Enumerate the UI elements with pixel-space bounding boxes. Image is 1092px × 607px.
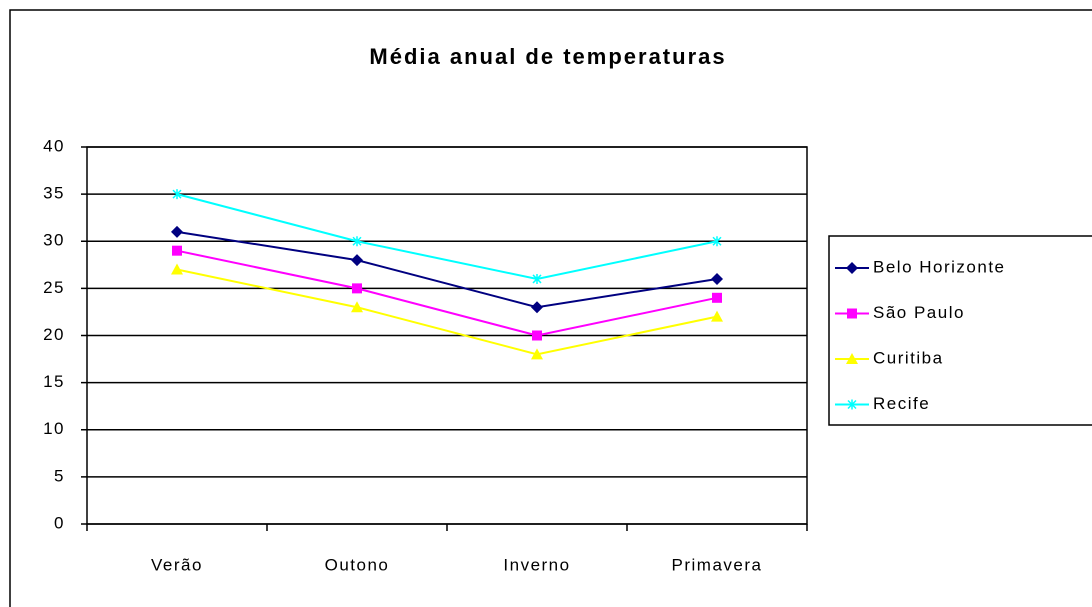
x-tick-label: Primavera [672, 555, 763, 574]
y-tick-label: 15 [43, 372, 65, 391]
legend-label: Belo Horizonte [873, 257, 1006, 276]
marker [531, 348, 543, 360]
marker [712, 236, 722, 247]
marker [846, 353, 858, 364]
y-tick-label: 25 [43, 278, 65, 297]
marker [847, 308, 857, 319]
marker [171, 263, 183, 275]
y-tick-label: 40 [43, 136, 65, 155]
marker [172, 245, 182, 256]
marker [711, 272, 723, 285]
marker [351, 254, 363, 267]
marker [172, 189, 182, 200]
legend-label: São Paulo [873, 303, 965, 322]
marker [352, 236, 362, 247]
y-tick-label: 35 [43, 184, 65, 203]
series-line [176, 193, 718, 280]
marker [532, 330, 542, 341]
y-tick-label: 0 [54, 513, 65, 532]
marker [352, 283, 362, 294]
x-tick-label: Verão [151, 555, 203, 574]
series-line [176, 249, 718, 337]
y-tick-label: 20 [43, 325, 65, 344]
x-tick-label: Outono [325, 555, 390, 574]
marker [846, 262, 858, 274]
legend-box [828, 235, 1092, 426]
marker [351, 301, 363, 313]
marker [531, 301, 543, 314]
marker [847, 399, 857, 410]
y-tick-label: 30 [43, 231, 65, 250]
series-line [176, 230, 718, 309]
marker [711, 310, 723, 322]
chart-title: Média anual de temperaturas [369, 44, 726, 69]
y-tick-label: 10 [43, 419, 65, 438]
marker [171, 225, 183, 238]
marker [712, 292, 722, 303]
marker [532, 273, 542, 284]
x-tick-label: Inverno [503, 555, 570, 574]
legend-label: Curitiba [873, 348, 944, 367]
y-tick-label: 5 [54, 466, 65, 485]
series-line [176, 268, 718, 356]
legend-label: Recife [873, 394, 930, 413]
